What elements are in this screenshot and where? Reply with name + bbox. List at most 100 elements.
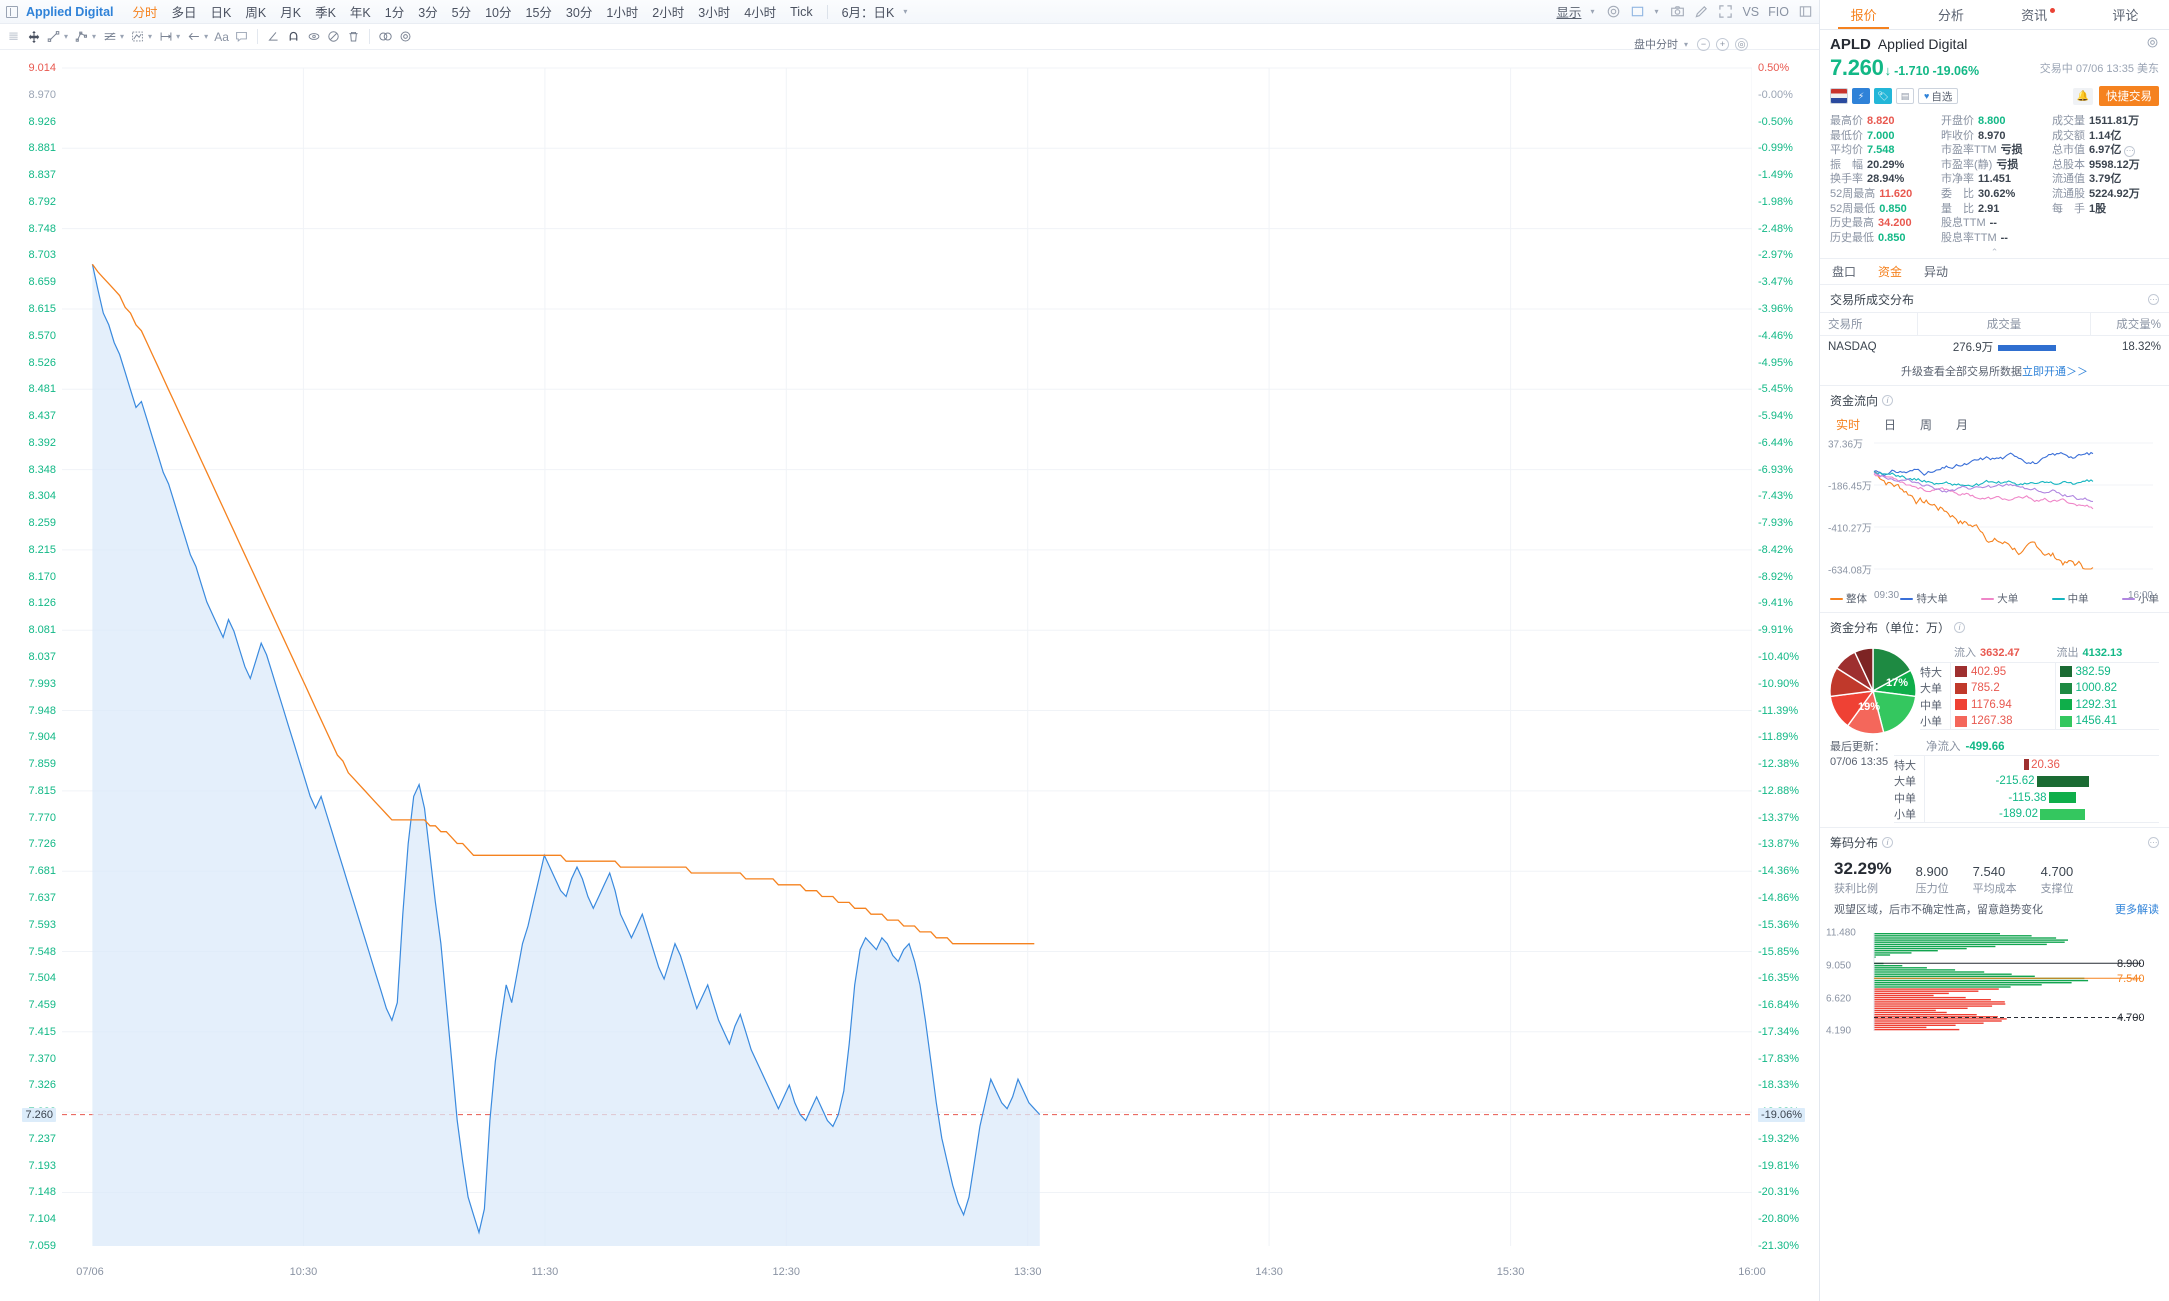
trendline-icon[interactable] bbox=[44, 27, 63, 47]
period-1[interactable]: 多日 bbox=[171, 6, 197, 20]
period-2[interactable]: 日K bbox=[210, 6, 232, 20]
upgrade-link[interactable]: 立即开通＞＞ bbox=[2022, 366, 2088, 379]
period-17[interactable]: Tick bbox=[790, 4, 813, 19]
period-15[interactable]: 3小时 bbox=[698, 6, 731, 20]
panel-tab-1[interactable]: 分析 bbox=[1907, 0, 1994, 29]
measure-icon[interactable] bbox=[156, 27, 175, 47]
report-icon[interactable]: ▤ bbox=[1896, 88, 1914, 104]
arrow-icon[interactable] bbox=[184, 27, 203, 47]
period-14[interactable]: 2小时 bbox=[652, 6, 685, 20]
pencil-icon[interactable] bbox=[1694, 4, 1709, 19]
fib-icon[interactable] bbox=[100, 27, 119, 47]
more-options-icon[interactable]: ··· bbox=[2124, 145, 2136, 157]
pattern-icon[interactable] bbox=[128, 27, 147, 47]
chevron-down-icon[interactable]: ▾ bbox=[1654, 7, 1659, 16]
gear-icon[interactable] bbox=[2146, 36, 2159, 54]
period-13[interactable]: 1小时 bbox=[606, 6, 639, 20]
more-options-icon[interactable]: ··· bbox=[2148, 294, 2159, 306]
period-5[interactable]: 季K bbox=[315, 6, 336, 20]
settings-icon[interactable] bbox=[396, 27, 415, 47]
flow-tab-1[interactable]: 日 bbox=[1884, 418, 1897, 433]
chevron-down-icon[interactable]: ▾ bbox=[64, 32, 69, 41]
intraday-chart[interactable]: 盘中分时 ▾ − + ◎ 9.014 8.970 8.926 8.881 8.837 8.… bbox=[0, 37, 1820, 1301]
info-icon[interactable]: i bbox=[1882, 837, 1894, 849]
chevron-down-icon[interactable]: ▾ bbox=[92, 32, 97, 41]
flow-tab-2[interactable]: 周 bbox=[1920, 418, 1933, 433]
period-3[interactable]: 周K bbox=[245, 6, 267, 20]
zoom-in-icon[interactable]: + bbox=[1716, 37, 1729, 51]
price-tick: 8.659 bbox=[28, 276, 56, 289]
drag-icon[interactable] bbox=[24, 27, 43, 47]
add-watchlist-button[interactable]: ♥ 自选 bbox=[1918, 88, 1959, 104]
inflow-swatch bbox=[1955, 682, 1967, 694]
link-icon[interactable] bbox=[376, 27, 395, 47]
angle-icon[interactable] bbox=[264, 27, 283, 47]
period-4[interactable]: 月K bbox=[280, 6, 302, 20]
subtab-0[interactable]: 盘口 bbox=[1832, 265, 1857, 280]
price-tick: 8.126 bbox=[28, 597, 56, 610]
subtab-2[interactable]: 异动 bbox=[1924, 265, 1949, 280]
chevron-down-icon[interactable]: ▾ bbox=[1590, 7, 1595, 16]
chevron-down-icon[interactable]: ▾ bbox=[148, 32, 153, 41]
trash-icon[interactable] bbox=[344, 27, 363, 47]
info-icon[interactable]: i bbox=[1882, 395, 1894, 407]
hide-drawings-icon[interactable] bbox=[304, 27, 323, 47]
chevron-down-icon[interactable]: ▾ bbox=[176, 32, 181, 41]
capital-flow-chart[interactable]: 37.36万 -186.45万 -410.27万 -634.08万 09:30 16:00 bbox=[1828, 437, 2161, 601]
subtab-1[interactable]: 资金 bbox=[1878, 265, 1903, 280]
panel-tab-2[interactable]: 资讯 bbox=[1995, 0, 2082, 29]
info-icon[interactable]: i bbox=[1954, 622, 1966, 634]
zoom-out-icon[interactable]: − bbox=[1697, 37, 1710, 51]
panel-tab-3[interactable]: 评论 bbox=[2082, 0, 2169, 29]
panel-toggle-icon[interactable] bbox=[6, 5, 18, 18]
net-row-bar bbox=[2024, 759, 2030, 771]
camera-icon[interactable] bbox=[1670, 4, 1685, 19]
bell-icon[interactable]: 🔔 bbox=[2073, 87, 2093, 105]
panel-tab-0[interactable]: 报价 bbox=[1820, 0, 1907, 29]
chart-plot-area[interactable] bbox=[62, 50, 1752, 1260]
chevron-down-icon[interactable]: ▾ bbox=[903, 7, 908, 16]
period-8[interactable]: 3分 bbox=[418, 6, 438, 20]
f10-button[interactable]: FIO bbox=[1768, 4, 1789, 19]
display-menu-button[interactable]: 显示 bbox=[1556, 6, 1582, 20]
flow-y-tick: -410.27万 bbox=[1828, 523, 1872, 535]
vs-button[interactable]: VS bbox=[1742, 4, 1760, 19]
chevron-down-icon[interactable]: ▾ bbox=[120, 32, 125, 41]
chevron-down-icon[interactable]: ▾ bbox=[1683, 39, 1688, 49]
period-10[interactable]: 10分 bbox=[485, 6, 512, 20]
us-flag-icon[interactable] bbox=[1830, 88, 1848, 104]
percent-tick: -7.93% bbox=[1758, 517, 1793, 530]
layout-icon[interactable] bbox=[1630, 4, 1645, 19]
chevron-down-icon[interactable]: ▾ bbox=[204, 32, 209, 41]
note-icon[interactable] bbox=[232, 27, 251, 47]
lock-icon[interactable] bbox=[324, 27, 343, 47]
flow-tab-0[interactable]: 实时 bbox=[1836, 418, 1861, 433]
chips-more-link[interactable]: 更多解读 bbox=[2115, 904, 2159, 917]
legend-item-3: 中单 bbox=[2051, 591, 2089, 606]
period-7[interactable]: 1分 bbox=[384, 6, 405, 20]
gear-icon[interactable] bbox=[1606, 4, 1621, 19]
period-0[interactable]: 分时 bbox=[132, 6, 158, 20]
tag-icon[interactable]: 🏷 bbox=[1874, 88, 1892, 104]
magnet-icon[interactable] bbox=[284, 27, 303, 47]
polyline-icon[interactable] bbox=[72, 27, 91, 47]
quick-trade-button[interactable]: 快捷交易 bbox=[2099, 86, 2159, 106]
more-options-icon[interactable]: ··· bbox=[2148, 837, 2159, 849]
period-9[interactable]: 5分 bbox=[451, 6, 472, 20]
chart-mode-label[interactable]: 盘中分时 bbox=[1633, 39, 1678, 51]
text-icon[interactable]: Aa bbox=[214, 29, 229, 44]
reset-zoom-icon[interactable]: ◎ bbox=[1735, 37, 1748, 51]
collapse-stats-button[interactable]: ⌃ bbox=[1990, 247, 1999, 258]
range-label[interactable]: 6月：日K bbox=[841, 6, 895, 20]
period-16[interactable]: 4小时 bbox=[744, 6, 777, 20]
period-6[interactable]: 年K bbox=[349, 6, 371, 20]
panel-icon[interactable] bbox=[1798, 4, 1813, 19]
menu-icon[interactable] bbox=[4, 27, 23, 47]
fullscreen-icon[interactable] bbox=[1718, 4, 1733, 19]
period-11[interactable]: 15分 bbox=[525, 6, 552, 20]
chip-distribution-chart[interactable]: 11.480 9.050 6.620 4.190 8.900 7.540 4.700 bbox=[1826, 923, 2163, 1041]
period-12[interactable]: 30分 bbox=[565, 6, 593, 20]
chart-modebar: 盘中分时 ▾ − + ◎ bbox=[1634, 36, 1748, 52]
lightning-icon[interactable]: ⚡ bbox=[1852, 88, 1870, 104]
flow-tab-3[interactable]: 月 bbox=[1956, 418, 1969, 433]
